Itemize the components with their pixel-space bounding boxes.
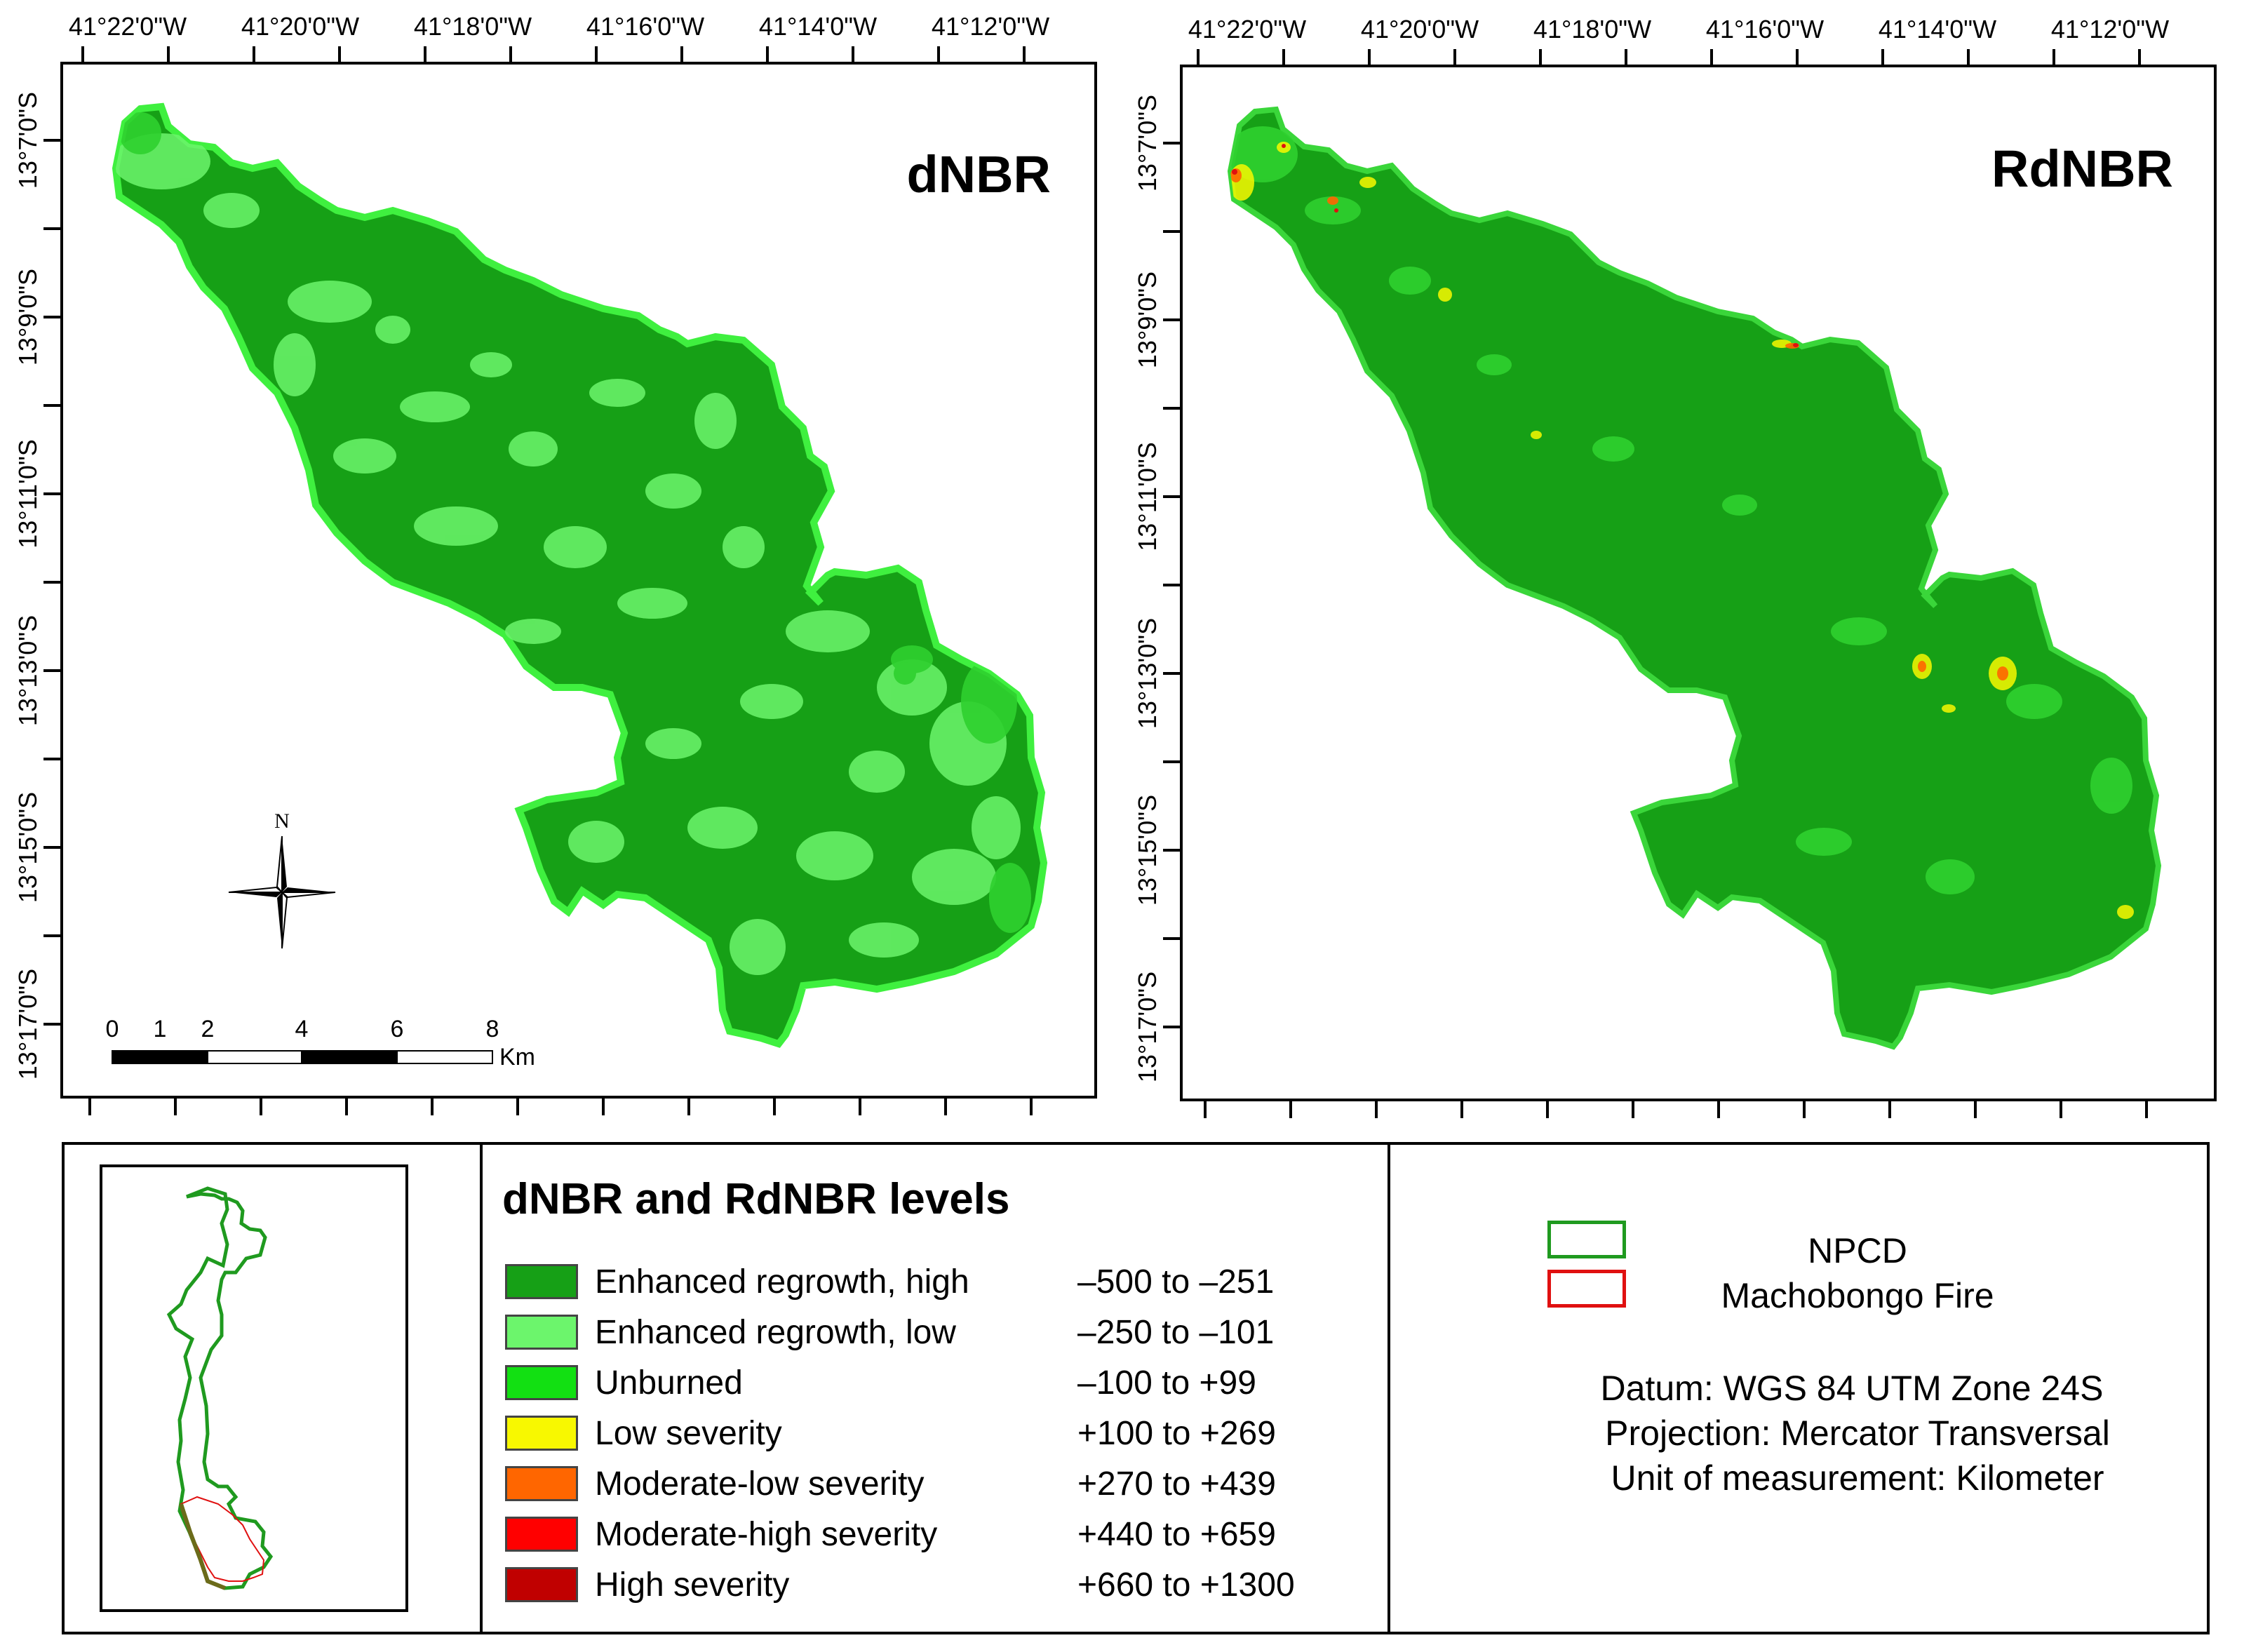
legend-divider-right [1388, 1145, 1390, 1632]
inset-locator-map [100, 1164, 408, 1612]
dnbr-y-tick: 13°9'0"S [13, 269, 42, 365]
legend-item-label: Unburned [595, 1364, 743, 1402]
dnbr-x-tick: 41°16'0"W [586, 12, 704, 41]
scale-tick: 6 [391, 1016, 404, 1042]
rdnbr-left-ticks [1163, 142, 1181, 1028]
legend-item-range: –500 to –251 [1077, 1263, 1275, 1301]
dnbr-map-title: dNBR [906, 145, 1051, 203]
legend-item: Low severity +100 to +269 [505, 1414, 1445, 1453]
dnbr-bottom-ticks [88, 1097, 1033, 1115]
dnbr-x-tick-labels: 41°22'0"W 41°20'0"W 41°18'0"W 41°16'0"W … [69, 12, 1049, 41]
rdnbr-raster-texture [1230, 126, 2134, 919]
dnbr-x-tick: 41°20'0"W [241, 12, 359, 41]
legend-swatch [505, 1416, 578, 1451]
scale-tick: 8 [486, 1016, 499, 1042]
legend-swatch [505, 1365, 578, 1400]
legend-item: Enhanced regrowth, low –250 to –101 [505, 1313, 1445, 1352]
rdnbr-map: 41°22'0"W 41°20'0"W 41°18'0"W 41°16'0"W … [1133, 15, 2217, 1118]
legend-divider-left [480, 1145, 483, 1632]
fire-label: Machobongo Fire [1721, 1276, 1994, 1315]
unit-text: Unit of measurement: Kilometer [1611, 1458, 2104, 1498]
rdnbr-x-tick: 41°20'0"W [1361, 15, 1479, 43]
dnbr-y-tick: 13°17'0"S [13, 969, 42, 1080]
legend-item: Unburned –100 to +99 [505, 1364, 1445, 1403]
scale-tick: 0 [106, 1016, 119, 1042]
rdnbr-x-tick: 41°22'0"W [1188, 15, 1306, 43]
rdnbr-x-tick: 41°16'0"W [1706, 15, 1824, 43]
rdnbr-top-ticks [1197, 49, 2141, 66]
rdnbr-map-frame [1180, 65, 2217, 1101]
legend-item-label: Low severity [595, 1415, 782, 1452]
legend-item-label: Moderate-low severity [595, 1465, 925, 1503]
dnbr-x-tick: 41°14'0"W [759, 12, 877, 41]
north-label: N [274, 810, 290, 833]
scale-tick: 4 [295, 1016, 309, 1042]
legend-swatch [505, 1466, 578, 1501]
legend-swatch [505, 1264, 578, 1299]
projection-text: Projection: Mercator Transversal [1605, 1413, 2110, 1453]
legend-item-range: +100 to +269 [1077, 1415, 1276, 1452]
legend-item-label: Enhanced regrowth, high [595, 1263, 969, 1301]
legend-item-label: Moderate-high severity [595, 1516, 938, 1553]
rdnbr-y-tick-labels: 13°7'0"S 13°9'0"S 13°11'0"S 13°13'0"S 13… [1133, 95, 1162, 1082]
dnbr-left-ticks [43, 139, 62, 1026]
legend-item: Moderate-high severity +440 to +659 [505, 1515, 1445, 1554]
rdnbr-park-raster [1228, 109, 2158, 1047]
legend-swatch [505, 1567, 578, 1602]
npcd-label: NPCD [1808, 1231, 1907, 1270]
dnbr-raster-texture [116, 112, 1031, 975]
rdnbr-bottom-ticks [1204, 1100, 2148, 1118]
dnbr-y-tick: 13°11'0"S [13, 439, 42, 549]
rdnbr-x-tick: 41°18'0"W [1533, 15, 1651, 43]
legend-item: Moderate-low severity +270 to +439 [505, 1465, 1445, 1504]
scale-unit: Km [499, 1044, 535, 1070]
dnbr-y-tick-labels: 13°7'0"S 13°9'0"S 13°11'0"S 13°13'0"S 13… [13, 92, 42, 1080]
legend-swatch [505, 1517, 578, 1552]
legend-item-range: +270 to +439 [1077, 1465, 1276, 1503]
north-arrow-icon: N [228, 810, 336, 949]
datum-text: Datum: WGS 84 UTM Zone 24S [1600, 1369, 2104, 1408]
dnbr-x-tick: 41°12'0"W [932, 12, 1049, 41]
fire-boundary-swatch [1547, 1270, 1626, 1308]
legend-item-range: –100 to +99 [1077, 1364, 1256, 1402]
dnbr-x-tick: 41°22'0"W [69, 12, 187, 41]
rdnbr-y-tick: 13°15'0"S [1133, 795, 1162, 906]
inset-map-icon [166, 1186, 274, 1590]
dnbr-map-frame [60, 62, 1097, 1099]
legend-item: High severity +660 to +1300 [505, 1566, 1445, 1605]
rdnbr-x-tick: 41°12'0"W [2051, 15, 2169, 43]
npcd-boundary-swatch [1547, 1221, 1626, 1258]
legend-title: dNBR and RdNBR levels [502, 1175, 1010, 1223]
legend-item-label: High severity [595, 1566, 790, 1604]
dnbr-y-tick: 13°7'0"S [13, 92, 42, 189]
rdnbr-x-tick-labels: 41°22'0"W 41°20'0"W 41°18'0"W 41°16'0"W … [1188, 15, 2169, 43]
legend-item-range: +660 to +1300 [1077, 1566, 1295, 1604]
legend-item-range: –250 to –101 [1077, 1314, 1275, 1351]
rdnbr-x-tick: 41°14'0"W [1879, 15, 1996, 43]
legend-item-label: Enhanced regrowth, low [595, 1314, 956, 1351]
dnbr-y-tick: 13°13'0"S [13, 615, 42, 726]
dnbr-x-tick: 41°18'0"W [414, 12, 532, 41]
dnbr-top-ticks [81, 46, 1026, 63]
rdnbr-y-tick: 13°13'0"S [1133, 618, 1162, 729]
scale-tick: 1 [154, 1016, 167, 1042]
legend-swatch [505, 1315, 578, 1350]
dnbr-y-tick: 13°15'0"S [13, 792, 42, 903]
rdnbr-y-tick: 13°11'0"S [1133, 442, 1162, 551]
rdnbr-y-tick: 13°9'0"S [1133, 271, 1162, 368]
rdnbr-y-tick: 13°17'0"S [1133, 972, 1162, 1082]
legend-item-range: +440 to +659 [1077, 1516, 1276, 1553]
dnbr-park-raster [105, 105, 1052, 1052]
rdnbr-map-title: RdNBR [1991, 140, 2173, 198]
scale-bar: 0 1 2 4 6 8 Km [106, 1016, 535, 1070]
legend-item: Enhanced regrowth, high –500 to –251 [505, 1263, 1445, 1302]
legend-panel: dNBR and RdNBR levels Enhanced regrowth,… [62, 1142, 2210, 1634]
rdnbr-y-tick: 13°7'0"S [1133, 95, 1162, 192]
dnbr-map: 41°22'0"W 41°20'0"W 41°18'0"W 41°16'0"W … [13, 12, 1097, 1115]
scale-tick: 2 [201, 1016, 215, 1042]
